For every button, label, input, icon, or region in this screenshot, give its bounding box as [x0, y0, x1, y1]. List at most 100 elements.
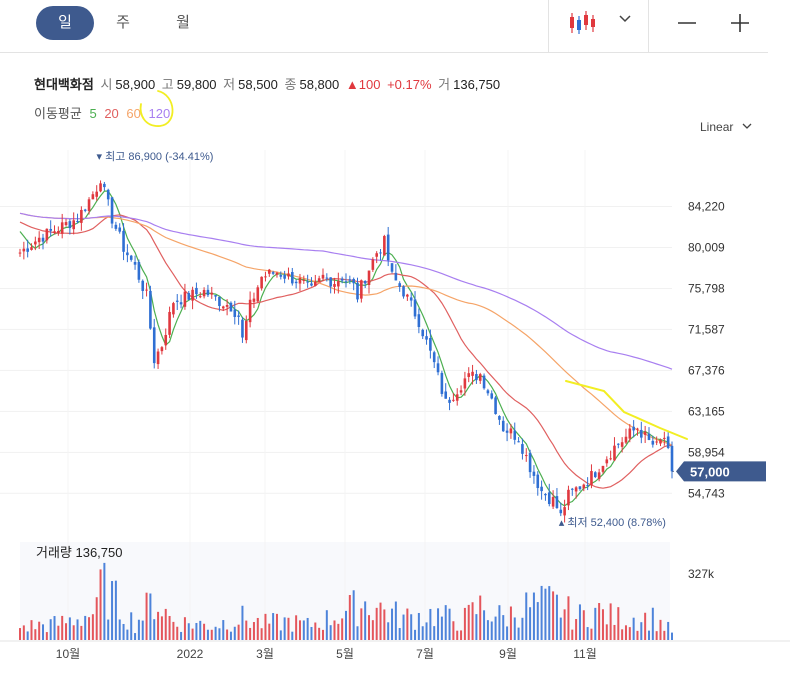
zoom-out-icon[interactable]	[676, 12, 698, 34]
volume-bar	[145, 592, 148, 640]
volume-bar	[264, 613, 267, 640]
volume-bar	[130, 612, 133, 640]
volume-bar	[621, 629, 624, 640]
candle-body	[126, 252, 129, 256]
volume-bar	[283, 617, 286, 640]
candle-body	[310, 283, 313, 286]
volume-bar	[333, 620, 336, 640]
period-tab-bar: 일 주 월	[0, 0, 768, 53]
candle-body	[521, 444, 524, 454]
volume-bar	[521, 617, 524, 640]
candle-body	[620, 442, 624, 447]
volume-bar	[114, 580, 117, 640]
volume-bar	[80, 625, 83, 640]
candle-body	[482, 375, 486, 389]
candle-body	[198, 296, 202, 298]
volume-bar	[548, 586, 551, 640]
candle-body	[141, 280, 145, 291]
candle-body	[363, 280, 367, 284]
ma-legend: 이동평균 5 20 60 120	[34, 103, 174, 122]
volume-bar	[383, 609, 386, 640]
ma5-label[interactable]: 5	[89, 106, 97, 121]
volume-bar	[103, 562, 106, 640]
volume-bar	[183, 617, 186, 640]
candle-body	[371, 259, 375, 270]
volume-bar	[617, 607, 620, 640]
volume-bar	[302, 620, 305, 640]
volume-bar	[601, 609, 604, 640]
candle-body	[210, 292, 214, 295]
volume-bar	[38, 621, 41, 640]
candle-body	[287, 273, 290, 277]
tab-weekly[interactable]: 주	[116, 14, 130, 31]
candle-body	[536, 474, 540, 489]
volume-bar	[394, 601, 397, 640]
volume-bar	[287, 617, 290, 640]
volume-bar	[61, 615, 64, 640]
volume-bar	[467, 604, 470, 640]
candle-body	[83, 209, 87, 211]
candle-body	[383, 236, 386, 256]
candle-body	[137, 261, 141, 280]
candle-body	[463, 378, 467, 389]
candle-body	[164, 334, 168, 346]
x-tick-label: 11월	[573, 647, 597, 661]
candle-body	[655, 441, 658, 443]
scale-selector[interactable]: Linear	[700, 120, 753, 134]
candle-body	[379, 252, 382, 254]
zoom-in-icon[interactable]	[729, 12, 751, 34]
volume-bar	[95, 597, 98, 640]
ma60-line	[19, 212, 673, 446]
volume-bar	[391, 608, 394, 640]
volume-bar	[268, 623, 271, 640]
x-tick-label: 3월	[256, 647, 274, 661]
volume-bar	[571, 629, 574, 640]
volume-bar	[337, 623, 340, 640]
candle-body	[452, 399, 455, 401]
candle-body	[528, 452, 532, 473]
tab-monthly[interactable]: 월	[176, 14, 190, 31]
candle-body	[582, 484, 586, 489]
candle-body	[68, 221, 72, 229]
candle-body	[22, 248, 26, 252]
candle-body	[475, 374, 478, 381]
volume-bar	[594, 607, 597, 640]
tab-daily[interactable]: 일	[36, 6, 94, 40]
candle-body	[49, 228, 52, 231]
current-price-label: 57,000	[690, 464, 730, 479]
volume-bar	[494, 616, 497, 640]
volume-bar	[471, 602, 474, 640]
candle-body	[670, 445, 674, 472]
candlestick-icon[interactable]	[567, 10, 599, 36]
ma60-label[interactable]: 60	[126, 106, 141, 121]
candle-body	[30, 247, 33, 250]
volume-bar	[624, 625, 627, 640]
ma120-label[interactable]: 120	[148, 106, 171, 121]
candle-body	[275, 272, 279, 275]
ma20-label[interactable]: 20	[104, 106, 119, 121]
candle-body	[425, 336, 428, 340]
volume-bar	[241, 605, 244, 640]
candle-body	[532, 471, 536, 476]
candle-body	[640, 429, 643, 438]
volume-bar	[667, 621, 670, 640]
candle-body	[570, 488, 574, 490]
volume-bar	[318, 627, 321, 640]
low-label: 저	[223, 77, 236, 92]
volume-bar	[429, 608, 432, 640]
candle-body	[559, 509, 563, 514]
open-value: 58,900	[115, 77, 156, 92]
candle-body	[436, 363, 440, 373]
candlestick-series	[18, 180, 674, 523]
volume-bar	[647, 630, 650, 640]
volume-bar	[172, 621, 175, 640]
candle-body	[114, 224, 118, 229]
chevron-down-icon[interactable]	[618, 12, 632, 24]
volume-bar	[609, 603, 612, 640]
volume-bar	[529, 607, 532, 640]
candle-body	[233, 309, 237, 317]
volume-bar	[544, 588, 547, 640]
volume-bar	[348, 595, 351, 640]
stock-name: 현대백화점	[34, 77, 94, 92]
